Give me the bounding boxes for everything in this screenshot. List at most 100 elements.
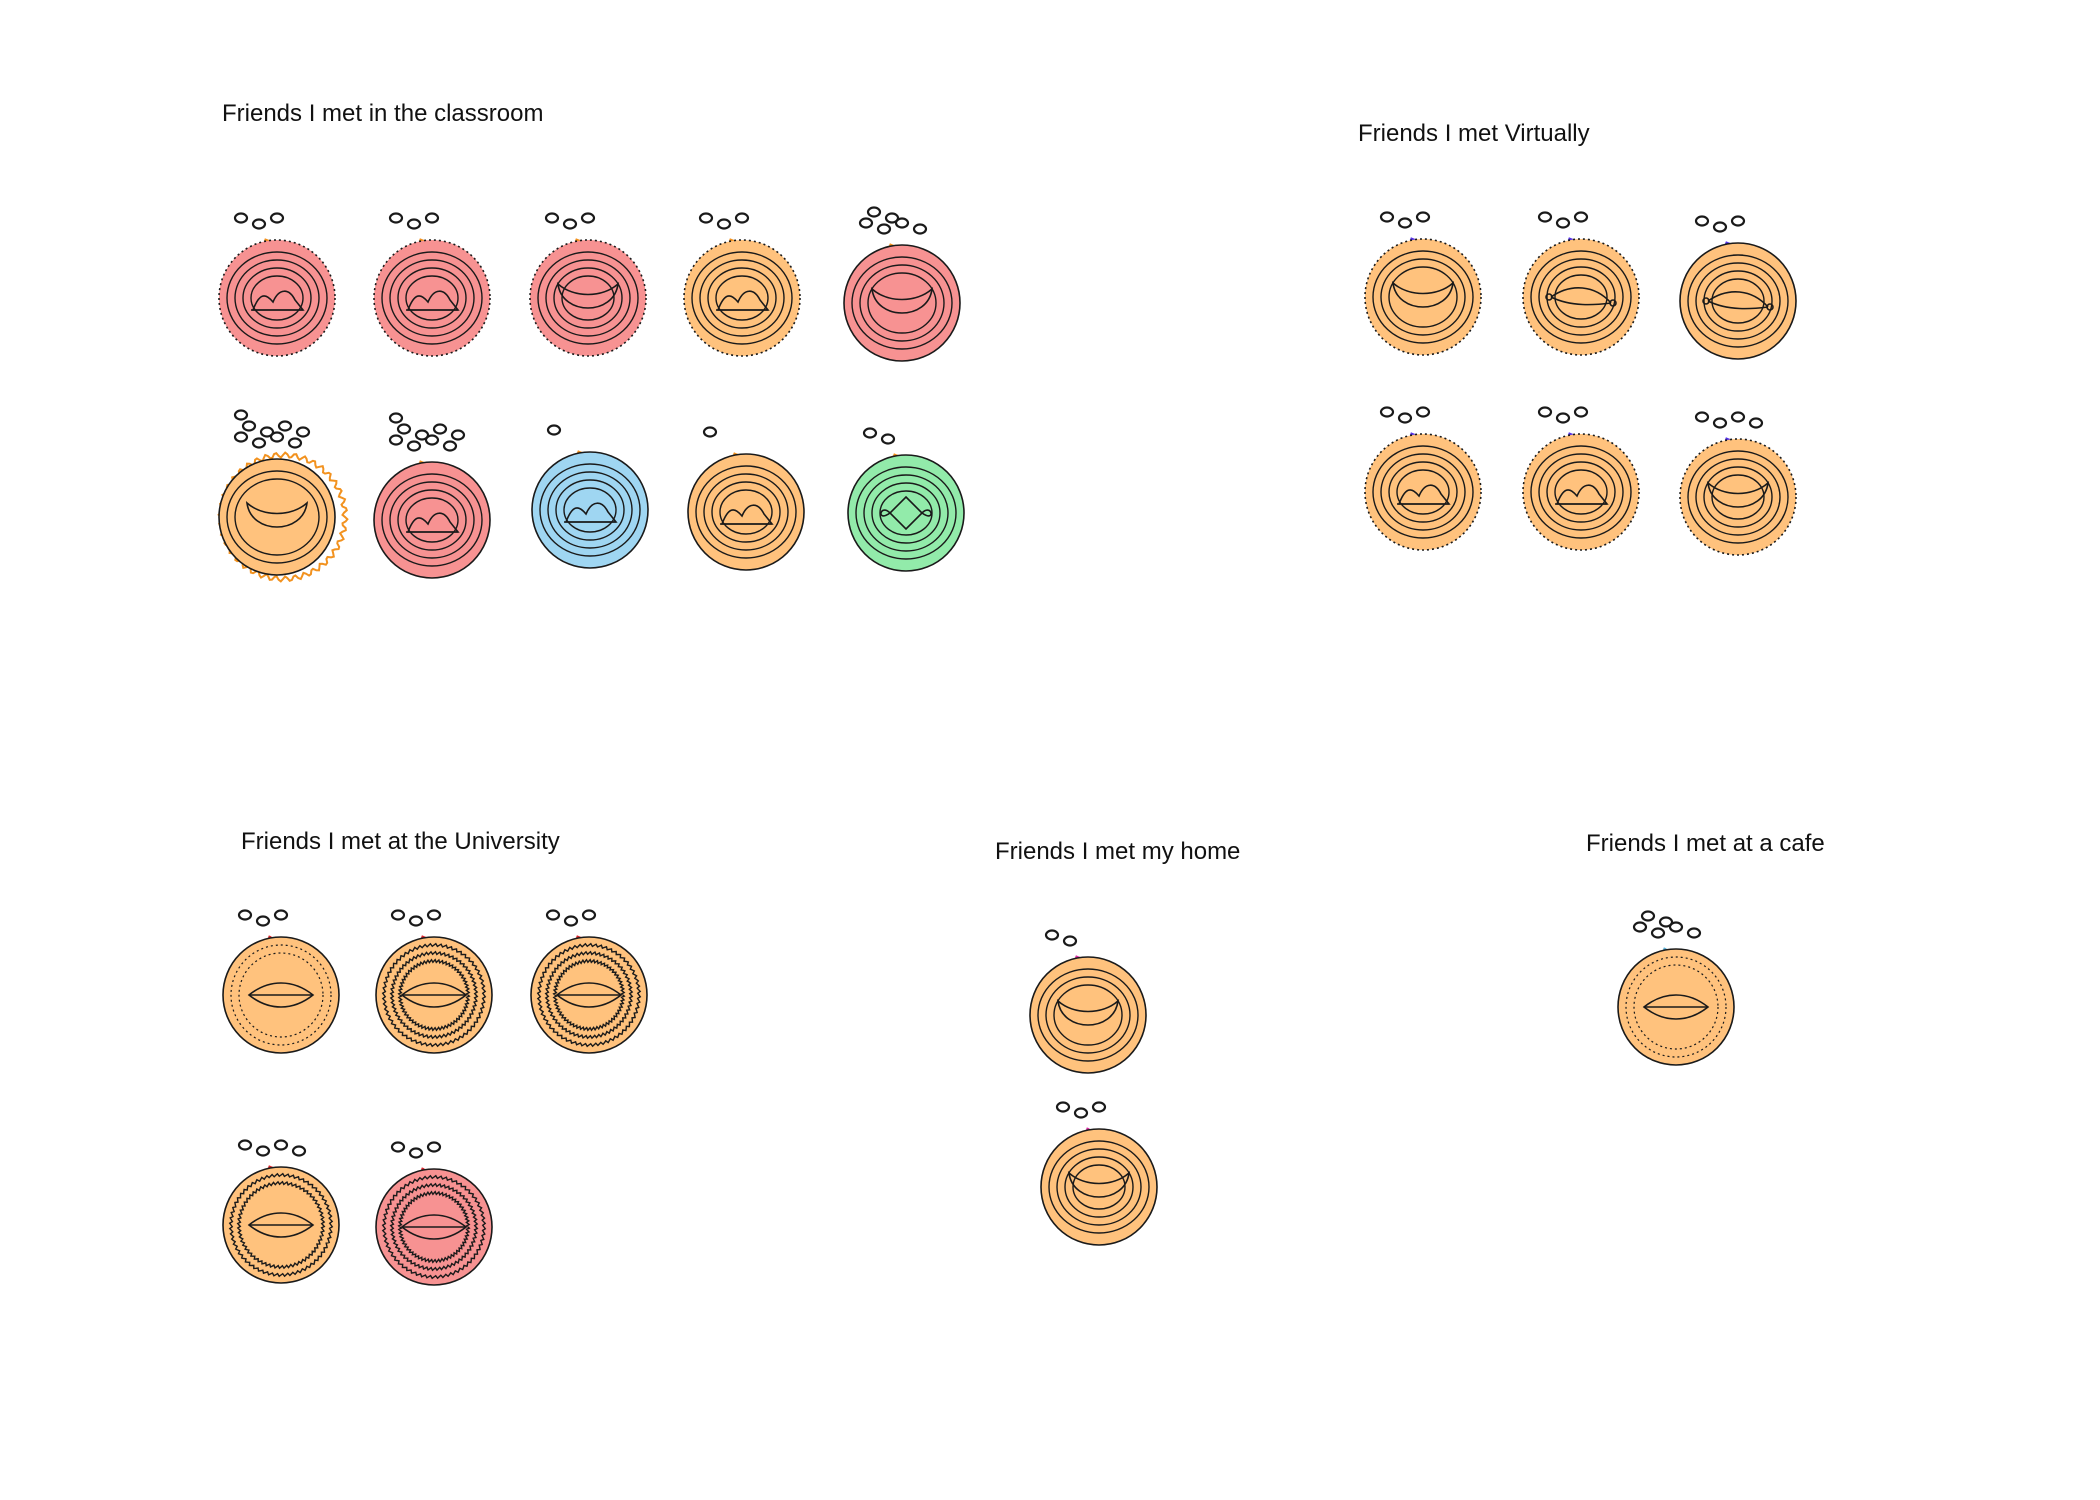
friend-node xyxy=(847,427,965,572)
friend-inner-ring xyxy=(1538,258,1624,336)
friend-dot xyxy=(1668,921,1684,933)
friend-dot xyxy=(698,212,714,224)
friend-face-bowl xyxy=(556,282,620,309)
friend-dot xyxy=(880,433,896,445)
friend-inner-ring xyxy=(545,259,631,337)
friend-dots xyxy=(388,412,466,452)
friend-inner-ring xyxy=(230,944,332,1046)
friend-inner-ring xyxy=(1703,270,1773,332)
friend-node xyxy=(375,909,493,1054)
friend-inner-ring xyxy=(405,497,459,543)
friend-node xyxy=(1029,929,1147,1074)
friend-inner-ring xyxy=(1396,469,1450,515)
friend-dot xyxy=(1379,211,1395,223)
friend-inner-ring xyxy=(711,481,781,543)
friend-node xyxy=(217,409,349,583)
friend-inner-ring xyxy=(1703,466,1773,528)
friend-dot xyxy=(1537,406,1553,418)
friend-face-eye xyxy=(1609,299,1617,307)
friend-inner-ring xyxy=(547,471,633,549)
friend-dot xyxy=(255,1145,271,1157)
friend-inner-ring xyxy=(1687,450,1789,544)
friend-body xyxy=(1040,1128,1158,1246)
friend-dot xyxy=(414,429,430,441)
friend-dot xyxy=(1730,411,1746,423)
friend-dot xyxy=(273,909,289,921)
friend-dot xyxy=(858,217,874,229)
friend-dot xyxy=(1632,921,1648,933)
friend-inner-ring xyxy=(536,942,642,1048)
classroom-group-title: Friends I met in the classroom xyxy=(222,100,544,127)
friend-dot xyxy=(545,909,561,921)
friend-dot xyxy=(424,212,440,224)
friend-body xyxy=(529,239,647,357)
friend-dot xyxy=(426,909,442,921)
friend-dot xyxy=(426,1141,442,1153)
friend-dot xyxy=(390,909,406,921)
friend-dots xyxy=(1379,406,1431,424)
classroom-group xyxy=(217,206,965,583)
friend-dot xyxy=(1555,217,1571,229)
friend-dot xyxy=(1537,211,1553,223)
friend-face-bowl xyxy=(1067,1171,1131,1198)
friend-dot xyxy=(273,1139,289,1151)
friend-inner-ring xyxy=(228,1172,334,1278)
friend-inner-ring xyxy=(381,251,483,345)
friend-inner-ring xyxy=(1633,964,1719,1050)
friend-dot xyxy=(442,440,458,452)
friend-dots xyxy=(237,909,289,927)
friend-inner-ring xyxy=(691,251,793,345)
friend-dot xyxy=(702,426,718,438)
friend-inner-ring xyxy=(226,251,328,345)
friend-node xyxy=(1679,215,1797,360)
virtual-group xyxy=(1364,211,1797,556)
friend-dot xyxy=(884,212,900,224)
friend-node xyxy=(1364,406,1482,551)
friend-inner-ring xyxy=(1388,266,1458,328)
friend-face-fish xyxy=(406,290,460,311)
friend-node xyxy=(1040,1101,1158,1246)
friend-dot xyxy=(388,412,404,424)
friend-body xyxy=(531,451,649,569)
friend-inner-ring xyxy=(851,256,953,350)
friend-face-fish xyxy=(716,290,770,311)
friend-dot xyxy=(295,426,311,438)
friend-node xyxy=(373,212,491,357)
friend-inner-ring xyxy=(389,259,475,337)
friend-body xyxy=(1522,433,1640,551)
friend-dot xyxy=(876,223,892,235)
friend-dot xyxy=(255,915,271,927)
friend-dots xyxy=(1379,211,1431,229)
virtual-group-title: Friends I met Virtually xyxy=(1358,120,1590,147)
friend-body xyxy=(1679,438,1797,556)
friend-inner-ring xyxy=(695,465,797,559)
friend-inner-ring xyxy=(859,264,945,342)
friend-dot xyxy=(251,218,267,230)
friend-inner-ring xyxy=(863,474,949,552)
friend-body xyxy=(373,461,491,579)
friend-dot xyxy=(450,429,466,441)
friend-inner-ring xyxy=(1687,254,1789,348)
friend-face-bowl xyxy=(1056,999,1120,1026)
friend-inner-ring xyxy=(561,275,615,321)
friend-dot xyxy=(237,1139,253,1151)
friend-inner-ring xyxy=(1064,1156,1134,1218)
friend-inner-ring xyxy=(1380,453,1466,531)
friend-inner-ring xyxy=(1530,445,1632,539)
friend-inner-ring xyxy=(250,275,304,321)
friend-node xyxy=(222,1139,340,1284)
friend-dot xyxy=(546,424,562,436)
friend-inner-ring xyxy=(539,463,641,557)
friend-dot xyxy=(862,427,878,439)
friend-body xyxy=(218,239,336,357)
friend-dot xyxy=(1397,217,1413,229)
friend-inner-ring xyxy=(1554,469,1608,515)
friend-dot xyxy=(1658,916,1674,928)
friend-dot xyxy=(1686,927,1702,939)
friend-inner-ring xyxy=(1072,1164,1126,1210)
friend-dot xyxy=(1730,215,1746,227)
friend-inner-ring xyxy=(397,267,467,329)
friend-dots xyxy=(698,212,750,230)
friend-dot xyxy=(1055,1101,1071,1113)
